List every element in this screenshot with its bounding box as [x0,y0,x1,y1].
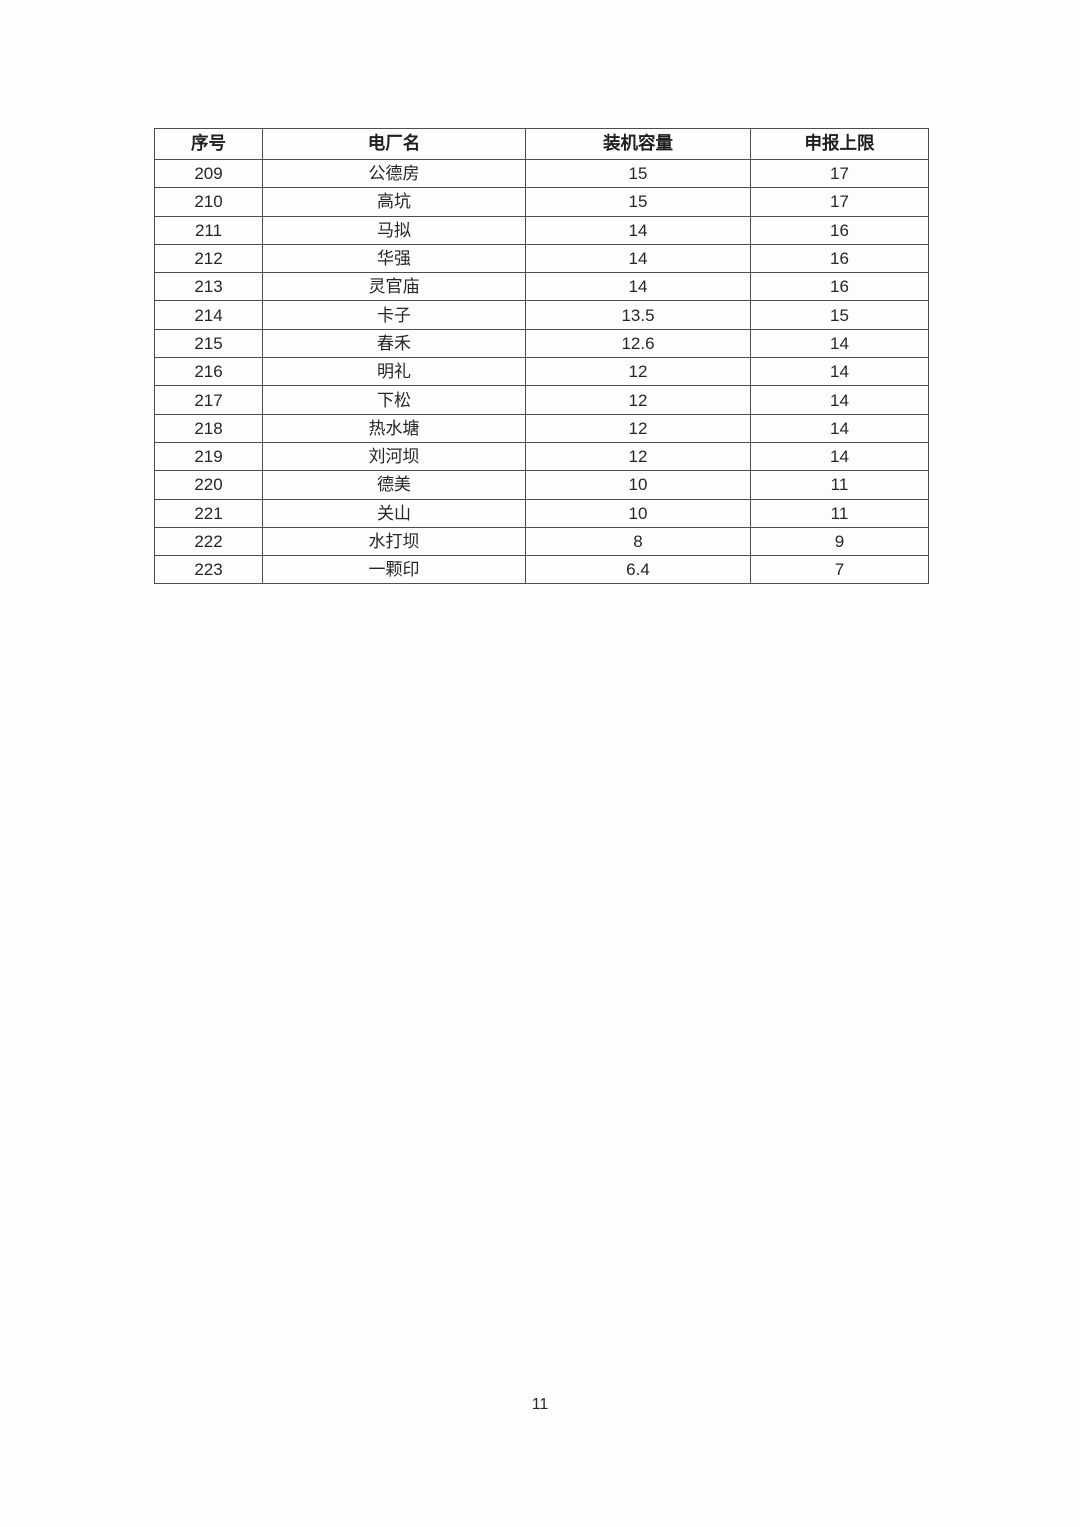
table-row: 219 刘河坝 12 14 [154,441,929,472]
table-cell: 春禾 [262,328,526,359]
table-cell: 明礼 [262,357,526,387]
table-cell: 216 [154,357,263,387]
table-cell: 14 [750,441,929,472]
header-cell: 电厂名 [262,128,526,160]
table-cell: 15 [750,300,929,330]
header-cell: 装机容量 [525,128,751,160]
page-number: 11 [531,1396,549,1413]
table-row: 210 高坑 15 17 [154,187,929,217]
table-cell: 公德房 [262,158,526,189]
table-cell: 218 [154,413,263,443]
table-row: 213 灵官庙 14 16 [154,272,929,302]
table-cell: 223 [154,555,263,585]
table-row: 211 马拟 14 16 [154,215,929,245]
table-cell: 10 [525,470,751,500]
table-cell: 209 [154,158,263,189]
table-row: 218 热水塘 12 14 [154,413,929,443]
table-cell: 214 [154,300,263,330]
table-cell: 卡子 [262,300,526,330]
table-body: 209 公德房 15 17 210 高坑 15 17 211 马拟 14 16 212 华强 14 16 213… [154,158,929,585]
table-cell: 17 [750,158,929,189]
table-cell: 9 [750,526,929,557]
table-cell: 11 [750,470,929,500]
table-row: 209 公德房 15 17 [154,158,929,189]
table-cell: 14 [525,272,751,302]
table-cell: 6.4 [525,555,751,585]
header-cell: 申报上限 [750,128,929,160]
table-cell: 16 [750,215,929,245]
table-cell: 13.5 [525,300,751,330]
table-row: 214 卡子 13.5 15 [154,300,929,330]
table-row: 217 下松 12 14 [154,385,929,415]
table-row: 216 明礼 12 14 [154,357,929,387]
table-cell: 关山 [262,498,526,528]
table-cell: 14 [750,385,929,415]
table-cell: 高坑 [262,187,526,217]
header-cell: 序号 [154,128,263,160]
table-cell: 221 [154,498,263,528]
table-cell: 14 [750,357,929,387]
table-cell: 220 [154,470,263,500]
table-cell: 热水塘 [262,413,526,443]
table-cell: 12 [525,413,751,443]
table-cell: 15 [525,158,751,189]
table-cell: 17 [750,187,929,217]
table-row: 212 华强 14 16 [154,243,929,274]
table-cell: 12 [525,357,751,387]
table-cell: 14 [750,413,929,443]
table-cell: 213 [154,272,263,302]
table-cell: 211 [154,215,263,245]
power-plant-table: 序号 电厂名 装机容量 申报上限 209 公德房 15 17 210 高坑 15 17 211 马拟 14… [154,128,929,585]
table-cell: 下松 [262,385,526,415]
table-cell: 15 [525,187,751,217]
table-cell: 12 [525,441,751,472]
table-row: 223 一颗印 6.4 7 [154,555,929,585]
table-cell: 215 [154,328,263,359]
table-row: 221 关山 10 11 [154,498,929,528]
table-cell: 刘河坝 [262,441,526,472]
table-cell: 219 [154,441,263,472]
table-cell: 12.6 [525,328,751,359]
table-cell: 德美 [262,470,526,500]
table-cell: 217 [154,385,263,415]
table-cell: 14 [750,328,929,359]
table-cell: 8 [525,526,751,557]
table-cell: 212 [154,243,263,274]
table-cell: 水打坝 [262,526,526,557]
table-cell: 16 [750,272,929,302]
table-cell: 12 [525,385,751,415]
table-header-row: 序号 电厂名 装机容量 申报上限 [154,128,929,160]
table-row: 215 春禾 12.6 14 [154,328,929,359]
table-cell: 马拟 [262,215,526,245]
table-cell: 14 [525,215,751,245]
table-cell: 11 [750,498,929,528]
table-row: 220 德美 10 11 [154,470,929,500]
table-row: 222 水打坝 8 9 [154,526,929,557]
table-cell: 10 [525,498,751,528]
table-cell: 7 [750,555,929,585]
table-cell: 210 [154,187,263,217]
table-cell: 14 [525,243,751,274]
table-cell: 华强 [262,243,526,274]
table-cell: 灵官庙 [262,272,526,302]
table-cell: 222 [154,526,263,557]
table-cell: 一颗印 [262,555,526,585]
table-cell: 16 [750,243,929,274]
